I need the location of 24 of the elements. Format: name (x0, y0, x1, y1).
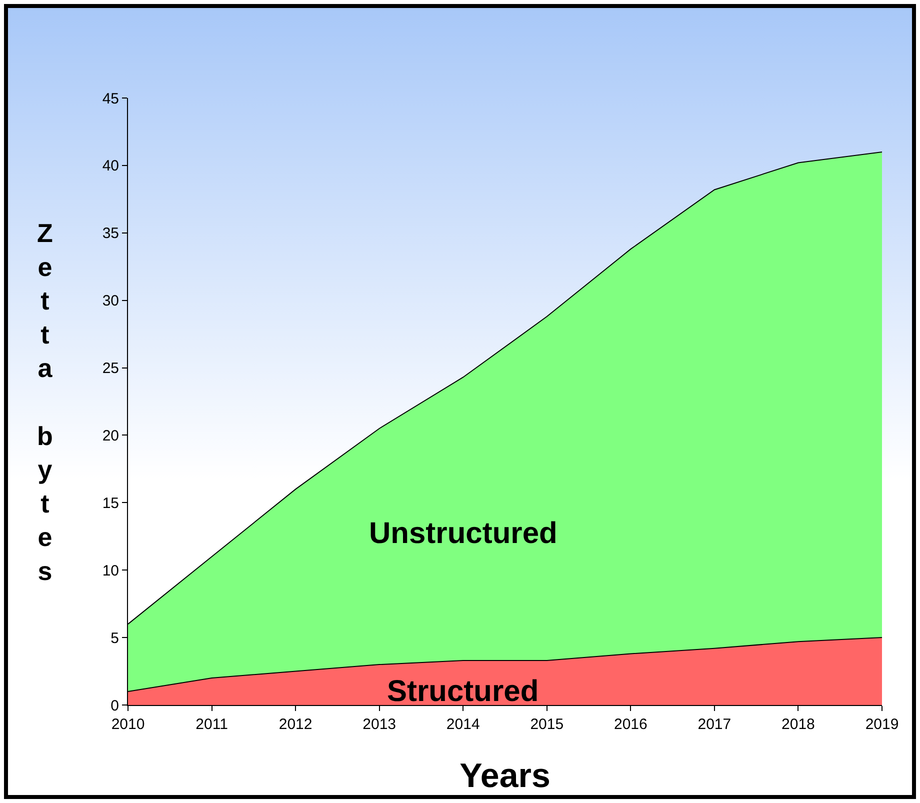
x-tick-label: 2018 (782, 716, 815, 733)
y-tick-label: 45 (102, 90, 119, 108)
x-tick-label: 2015 (530, 716, 564, 733)
x-tick-label: 2017 (698, 716, 732, 733)
text: Zetta bytes (37, 218, 53, 586)
y-tick-label: 10 (102, 562, 119, 580)
y-tick-label: 15 (102, 494, 119, 512)
y-tick-label: 5 (110, 630, 119, 647)
x-axis-title: Years (460, 757, 550, 795)
y-tick-label: 35 (102, 225, 119, 242)
x-tick-label: 2016 (614, 716, 648, 733)
series-label: Structured (387, 675, 539, 708)
y-tick-label: 0 (110, 697, 119, 714)
y-tick-label: 20 (102, 427, 119, 444)
y-tick-label: 30 (102, 292, 119, 310)
x-tick-label: 2014 (446, 716, 480, 733)
x-tick-label: 2013 (362, 716, 396, 733)
x-tick-label: 2011 (196, 716, 228, 733)
x-tick-label: 2019 (865, 716, 899, 733)
series-label: Unstructured (369, 517, 558, 550)
x-tick-label: 2010 (111, 716, 145, 733)
x-tick-label: 2012 (278, 716, 312, 733)
y-tick-label: 25 (102, 360, 119, 378)
y-tick-label: 40 (102, 158, 119, 175)
